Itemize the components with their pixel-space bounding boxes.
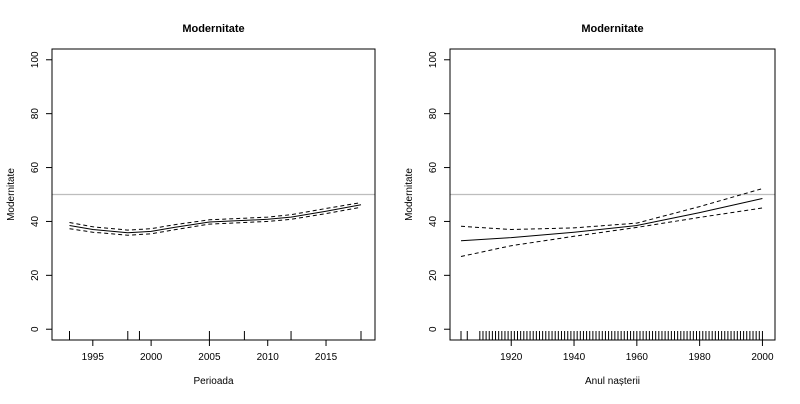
x-tick-label: 2000 (140, 352, 163, 363)
y-tick-label: 80 (428, 108, 439, 120)
x-tick-label: 1980 (689, 352, 712, 363)
confidence-band-line (460, 207, 763, 257)
y-tick-label: 60 (30, 162, 41, 174)
chart-panel-1: Modernitate 1995 2000 2005 2010 2015 Perioada 0… (6, 23, 376, 387)
estimate-line (460, 198, 763, 242)
estimate-line (69, 204, 362, 234)
x-tick-label: 1940 (563, 352, 586, 363)
confidence-band-line (69, 206, 362, 236)
confidence-band-line (69, 202, 362, 231)
y-tick-label: 0 (428, 326, 439, 332)
y-axis-label: Modernitate (6, 168, 17, 221)
x-tick-label: 2010 (257, 352, 280, 363)
curve-group (460, 188, 763, 257)
y-tick-label: 0 (30, 326, 41, 332)
rug-marks (68, 331, 362, 340)
x-axis: 1920 1940 1960 1980 2000 (500, 339, 774, 363)
x-tick-label: 1920 (500, 352, 523, 363)
chart-panel-2: Modernitate 1920 1940 1960 1980 2000 Anul nașt… (404, 23, 776, 387)
y-tick-label: 100 (428, 51, 439, 68)
y-tick-label: 20 (428, 269, 439, 281)
y-tick-label: 100 (30, 51, 41, 68)
x-tick-label: 2015 (315, 352, 338, 363)
x-tick-label: 2005 (198, 352, 221, 363)
x-axis-label: Anul nașterii (585, 376, 640, 387)
curve-group (69, 202, 362, 236)
y-axis-label: Modernitate (404, 168, 415, 221)
x-axis: 1995 2000 2005 2010 2015 (82, 339, 338, 363)
y-tick-label: 60 (428, 162, 439, 174)
x-axis-label: Perioada (193, 376, 233, 387)
x-tick-label: 2000 (751, 352, 774, 363)
y-tick-label: 40 (30, 215, 41, 227)
y-axis: 0 20 40 60 80 100 (428, 51, 451, 332)
chart-title: Modernitate (581, 23, 643, 35)
x-tick-label: 1960 (626, 352, 649, 363)
chart-title: Modernitate (182, 23, 244, 35)
x-tick-label: 1995 (82, 352, 105, 363)
y-tick-label: 20 (30, 269, 41, 281)
rug-marks (460, 331, 763, 340)
y-axis: 0 20 40 60 80 100 (30, 51, 53, 332)
y-tick-label: 80 (30, 108, 41, 120)
y-tick-label: 40 (428, 215, 439, 227)
